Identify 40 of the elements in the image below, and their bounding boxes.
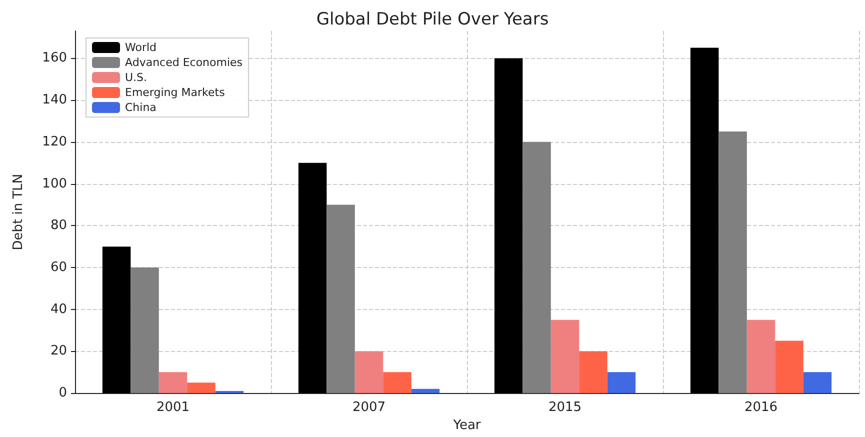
bar <box>690 48 719 394</box>
bar <box>102 246 131 394</box>
x-axis-title: Year <box>452 418 482 433</box>
y-tick-label: 60 <box>50 260 67 276</box>
bar <box>326 204 355 394</box>
y-tick-label: 20 <box>50 344 67 359</box>
y-tick-label: 80 <box>50 218 67 234</box>
legend-label: U.S. <box>125 71 148 84</box>
y-tick-label: 120 <box>42 134 67 150</box>
y-tick-label: 40 <box>50 302 67 317</box>
x-tick-label: 2007 <box>352 400 386 416</box>
bar <box>298 162 327 394</box>
bar <box>607 372 636 394</box>
y-tick-label: 160 <box>42 50 67 66</box>
bar <box>383 372 412 394</box>
legend-label: Advanced Economies <box>125 56 243 69</box>
bar <box>158 372 188 394</box>
bar <box>187 382 216 394</box>
bar <box>130 268 159 394</box>
bar <box>522 142 551 394</box>
bar <box>550 320 580 394</box>
y-tick-label: 0 <box>58 386 67 401</box>
bar <box>775 340 804 394</box>
bar <box>718 131 747 394</box>
legend-label: Emerging Markets <box>125 86 226 99</box>
legend-label: World <box>125 41 157 54</box>
y-axis-title: Debt in TLN <box>11 174 26 250</box>
bar <box>411 388 440 394</box>
bar <box>579 351 608 394</box>
bar <box>746 320 776 394</box>
bar <box>803 372 832 394</box>
x-tick-label: 2016 <box>744 400 778 416</box>
bar <box>354 351 384 394</box>
x-tick-label: 2001 <box>156 400 190 416</box>
chart-title: Global Debt Pile Over Years <box>316 10 549 30</box>
bar <box>494 58 523 394</box>
x-tick-label: 2015 <box>548 400 582 416</box>
y-tick-label: 100 <box>42 176 67 192</box>
y-tick-label: 140 <box>42 92 67 108</box>
legend-label: China <box>125 101 156 114</box>
